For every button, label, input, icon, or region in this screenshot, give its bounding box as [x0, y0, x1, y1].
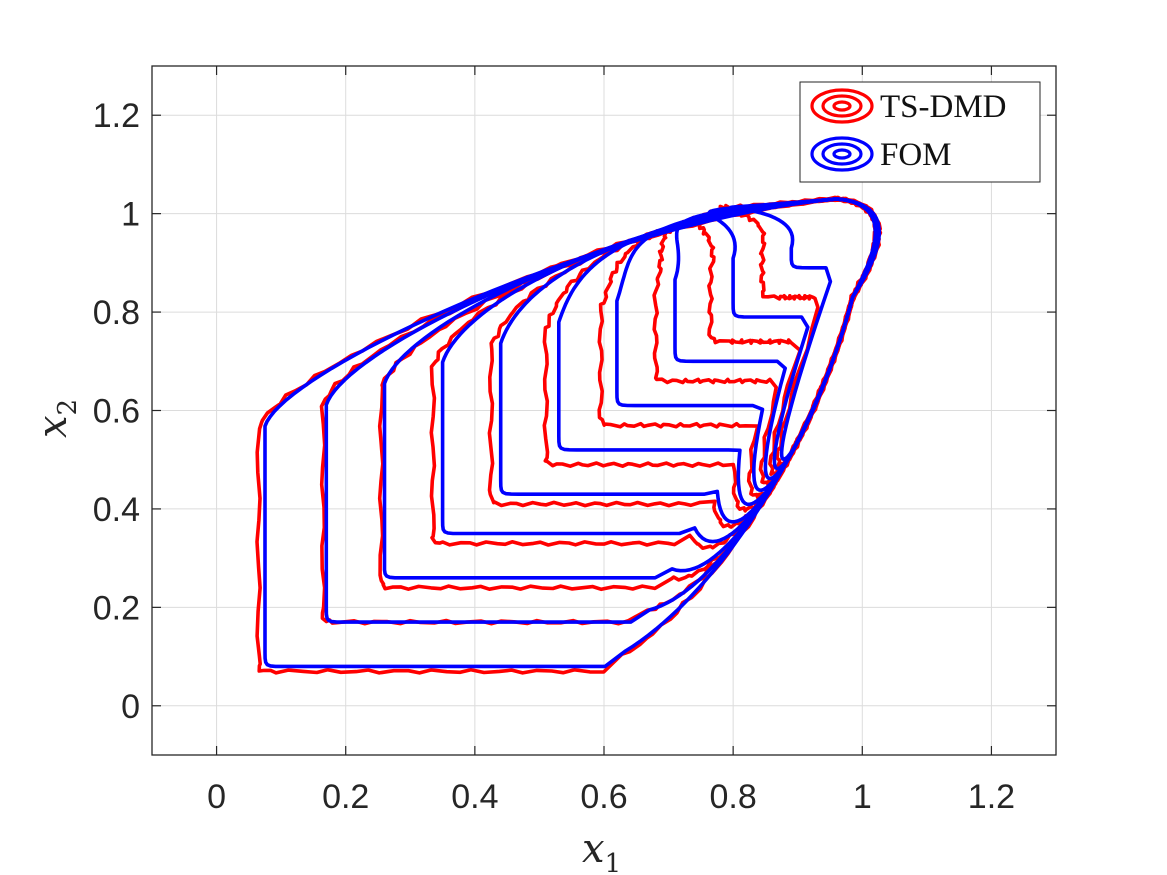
- legend-label-ts-dmd: TS-DMD: [880, 89, 1007, 125]
- x-tick-label: 0.6: [580, 778, 627, 816]
- series-curve: [729, 197, 878, 461]
- y-axis-label-base: x: [30, 415, 76, 438]
- curves: [255, 195, 883, 675]
- y-axis-label: x2: [30, 399, 83, 438]
- legend-ring: [832, 148, 852, 160]
- x-axis-label: x1: [582, 826, 621, 875]
- x-tick-label: 0.8: [710, 778, 757, 816]
- x-axis-label-sub: 1: [605, 849, 622, 875]
- legend-marker-ts-dmd-icon: [810, 88, 874, 124]
- legend-ring: [810, 88, 874, 124]
- tick-labels: 0 0.2 0.4 0.6 0.8 1 1.2 0 0.2 0.4 0.6 0.8 1 1.2: [93, 97, 1015, 816]
- legend-ring: [810, 136, 874, 172]
- legend: TS-DMD FOM: [799, 81, 1041, 183]
- y-tick-label: 1.2: [93, 97, 140, 135]
- x-tick-label: 1.2: [968, 778, 1015, 816]
- series-fom: [263, 197, 882, 669]
- legend-marker-fom-icon: [810, 136, 874, 172]
- y-axis-label-sub: 2: [53, 399, 83, 416]
- legend-ring: [821, 94, 863, 118]
- legend-entry-ts-dmd: TS-DMD: [810, 88, 1007, 125]
- y-tick-label: 1: [121, 196, 140, 234]
- y-tick-label: 0.2: [93, 589, 140, 627]
- y-tick-label: 0.4: [93, 491, 140, 529]
- ticks: [152, 66, 1056, 755]
- legend-ring: [832, 100, 852, 112]
- x-tick-label: 1: [853, 778, 872, 816]
- y-tick-label: 0: [121, 688, 140, 726]
- x-tick-label: 0.4: [451, 778, 498, 816]
- y-tick-label: 0.6: [93, 393, 140, 431]
- y-tick-label: 0.8: [93, 294, 140, 332]
- legend-label-fom: FOM: [880, 137, 952, 173]
- x-tick-label: 0.2: [322, 778, 369, 816]
- legend-entry-fom: FOM: [810, 136, 952, 173]
- legend-ring: [821, 142, 863, 166]
- x-tick-label: 0: [207, 778, 226, 816]
- x-axis-label-base: x: [582, 826, 605, 872]
